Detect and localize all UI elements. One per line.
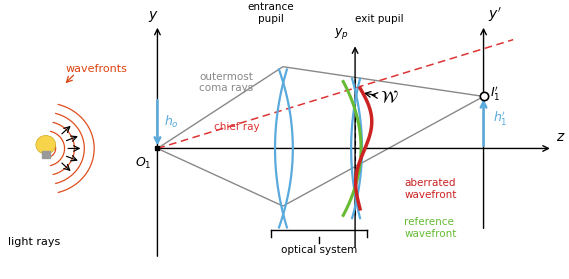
Text: $h_1'$: $h_1'$ <box>493 109 508 127</box>
Text: $y_p$: $y_p$ <box>334 26 349 41</box>
Text: $I_1'$: $I_1'$ <box>490 84 501 102</box>
Text: exit pupil: exit pupil <box>356 14 404 24</box>
Text: wavefronts: wavefronts <box>65 64 127 74</box>
Text: outermost
coma rays: outermost coma rays <box>200 72 254 93</box>
Text: $O_1$: $O_1$ <box>135 156 151 171</box>
Text: $h_o$: $h_o$ <box>164 114 179 131</box>
Circle shape <box>36 135 56 154</box>
Text: $y'$: $y'$ <box>488 6 501 24</box>
Text: $y$: $y$ <box>148 9 159 24</box>
Text: chief ray: chief ray <box>214 122 259 132</box>
Text: optical system: optical system <box>281 245 357 255</box>
Text: light rays: light rays <box>8 237 60 247</box>
Bar <box>42 151 50 158</box>
Text: reference
wavefront: reference wavefront <box>405 217 457 239</box>
Text: $z$: $z$ <box>556 130 565 144</box>
Text: $\mathcal{W}$: $\mathcal{W}$ <box>380 89 398 106</box>
Text: aberrated
wavefront: aberrated wavefront <box>405 178 457 200</box>
Text: entrance
pupil: entrance pupil <box>248 2 294 24</box>
